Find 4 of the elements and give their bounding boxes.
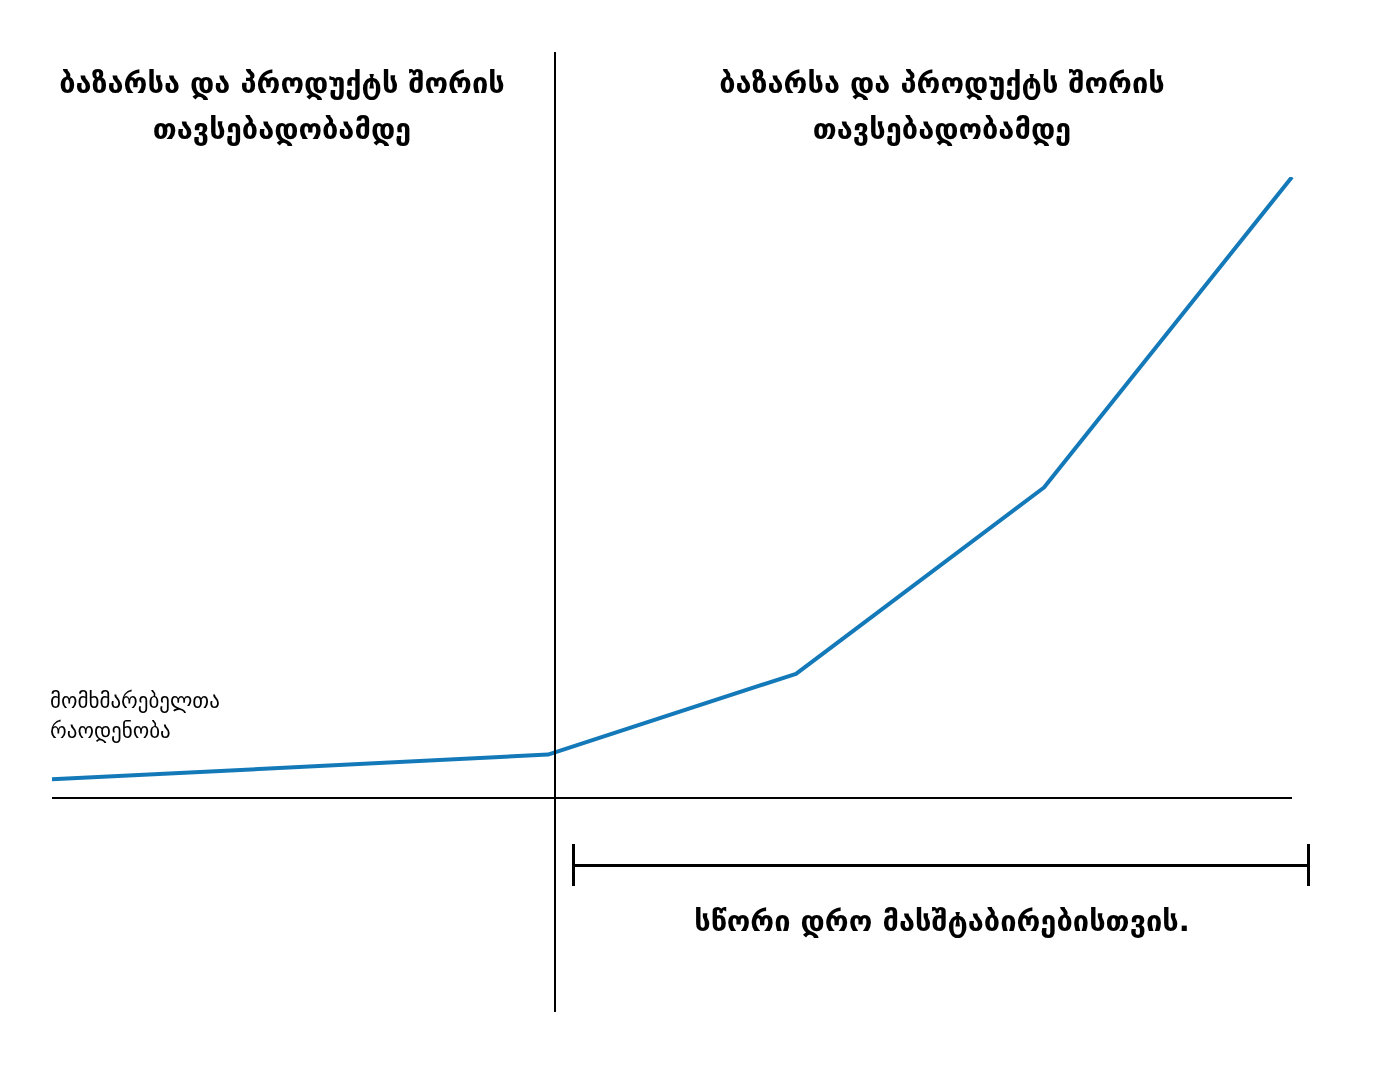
text: ბაზარსა და პროდუქტს შორის თავსებადობამდე <box>718 65 1166 148</box>
text: ბაზარსა და პროდუქტს შორის თავსებადობამდე <box>58 65 506 148</box>
text: სწორი დრო მასშტაბირებისთვის. <box>693 904 1191 938</box>
y-axis-title: მომხმარებელთა რაოდენობა <box>50 688 221 745</box>
